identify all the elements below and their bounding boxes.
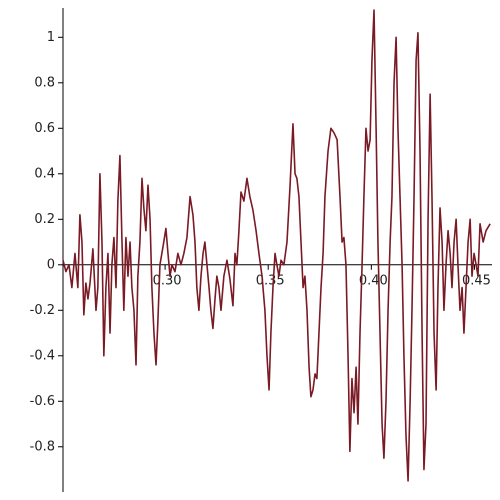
y-tick-label: -0.2: [30, 303, 55, 318]
y-tick-label: -0.6: [30, 394, 55, 409]
y-tick-label: -0.8: [30, 439, 55, 454]
y-tick-label: 0: [47, 257, 55, 272]
y-tick-label: 0.4: [34, 166, 55, 181]
x-tick-label: 0.45: [462, 273, 491, 288]
data-line: [62, 9, 491, 482]
x-tick-label: 0.35: [256, 273, 285, 288]
y-tick-label: -0.4: [30, 348, 55, 363]
y-tick-label: 0.6: [34, 121, 55, 136]
x-tick-label: 0.40: [359, 273, 388, 288]
y-tick-label: 0.8: [34, 75, 55, 90]
x-tick-label: 0.30: [153, 273, 182, 288]
y-tick-label: 1: [47, 30, 55, 45]
y-tick-label: 0.2: [34, 212, 55, 227]
